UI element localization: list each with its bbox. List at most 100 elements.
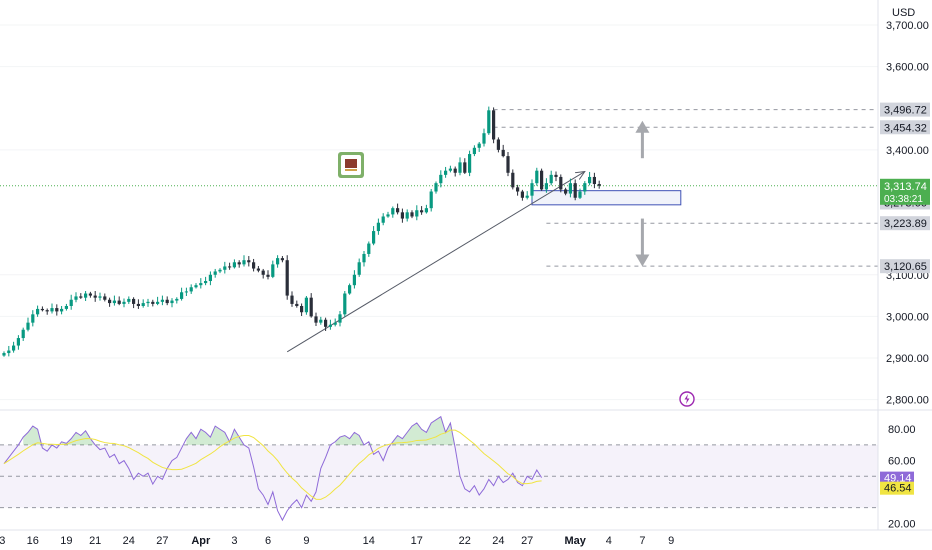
candle: [525, 191, 529, 200]
candle: [535, 167, 539, 186]
candle-body: [136, 303, 140, 306]
candle-body: [79, 296, 83, 298]
price-axis[interactable]: USD3,700.003,600.003,400.003,100.003,000…: [880, 7, 930, 530]
candle-body: [549, 174, 553, 184]
rsi-value-badge-text: 49.14: [884, 473, 912, 485]
candle-body: [2, 353, 6, 356]
candle-body: [559, 176, 563, 190]
candle: [573, 179, 577, 201]
price-level-badge-bg: [880, 102, 930, 117]
zone-rectangle[interactable]: [531, 190, 682, 206]
candle: [213, 268, 217, 278]
candle: [175, 297, 179, 304]
candle-body: [516, 187, 520, 192]
candle: [516, 184, 520, 196]
candle-body: [112, 300, 116, 304]
rsi-value-badge-bg: [880, 481, 914, 495]
candle-body: [26, 322, 30, 330]
candle-body: [151, 301, 155, 304]
candle-body: [564, 189, 568, 194]
candle: [60, 306, 64, 315]
candle: [194, 283, 198, 289]
rsi-tick-label: 60.00: [888, 456, 916, 468]
candle-body: [324, 319, 328, 327]
candle-body: [496, 139, 500, 150]
candle: [55, 304, 59, 316]
candle: [117, 296, 121, 306]
rsi-value-badge: 46.54: [880, 481, 914, 495]
projection-arrows[interactable]: [635, 120, 650, 267]
candle: [261, 268, 265, 279]
candle-body: [276, 258, 280, 265]
candle-body: [45, 310, 49, 312]
candle: [295, 300, 299, 308]
bar-countdown-text: 03:38:21: [884, 194, 923, 205]
last-price-text: 3,313.74: [884, 181, 927, 193]
arrow-head: [635, 254, 650, 267]
candle-body: [338, 314, 342, 323]
price-level-badge: 3,120.65: [880, 259, 930, 274]
candle-body: [180, 292, 184, 299]
candle: [31, 310, 35, 327]
candle-body: [232, 262, 236, 268]
time-tick-label: May: [564, 535, 586, 547]
bearish-arrow[interactable]: [635, 218, 650, 267]
candle-body: [492, 110, 496, 140]
candle: [453, 166, 457, 177]
candle-body: [21, 329, 25, 339]
candle: [357, 258, 361, 277]
candle-body: [588, 176, 592, 184]
chart-logo-icon[interactable]: [338, 152, 364, 178]
time-tick-label: 3: [231, 535, 237, 547]
rsi-value-badge-bg: [880, 471, 914, 485]
rsi-value-badge-text: 46.54: [884, 483, 912, 495]
candle: [324, 317, 328, 331]
candle-body: [328, 324, 332, 327]
candle-body: [295, 303, 299, 306]
candle: [127, 296, 131, 304]
candle-body: [391, 208, 395, 215]
rsi-tick-label: 80.00: [888, 424, 916, 436]
candle: [98, 292, 102, 301]
candle-body: [482, 133, 486, 144]
candle: [468, 150, 472, 177]
time-tick-label: Apr: [191, 535, 211, 547]
candle: [578, 188, 582, 200]
trendline-group[interactable]: [286, 172, 585, 353]
price-level-badge: 3,454.32: [880, 120, 930, 135]
demand-zone[interactable]: [531, 190, 682, 206]
candle: [463, 158, 467, 175]
pane-divider[interactable]: [0, 0, 932, 531]
time-axis[interactable]: 13 16 19 21 24 27 Apr 3 6 9 14 17 22 24 27 May 4 7 9: [0, 535, 674, 547]
price-tick-label: 3,600.00: [886, 62, 929, 74]
price-level-badge-bg: [880, 216, 930, 231]
chart-widgets[interactable]: [338, 152, 695, 407]
candle-body: [170, 300, 174, 304]
trendline[interactable]: [286, 172, 585, 353]
candle: [487, 106, 491, 135]
lightning-icon[interactable]: [679, 391, 695, 407]
candle: [319, 316, 323, 325]
candle-body: [583, 183, 587, 192]
candle-body: [415, 210, 419, 217]
candle: [530, 179, 534, 200]
candle: [372, 226, 376, 246]
price-tick-label: 2,900.00: [886, 353, 929, 365]
candle-body: [74, 296, 78, 300]
time-tick-label: 14: [363, 535, 375, 547]
candle: [208, 271, 212, 286]
candle-body: [511, 172, 515, 188]
candle: [184, 287, 188, 297]
candle-body: [357, 262, 361, 275]
candle: [559, 174, 563, 193]
bullish-arrow[interactable]: [635, 120, 650, 159]
last-price-badge-bg: [880, 178, 930, 205]
candle: [132, 297, 136, 309]
candle-body: [285, 260, 289, 296]
candle-body: [400, 212, 404, 219]
candle-body: [463, 162, 467, 173]
candle: [420, 206, 424, 215]
candle-body: [501, 149, 505, 157]
candle: [314, 312, 318, 326]
